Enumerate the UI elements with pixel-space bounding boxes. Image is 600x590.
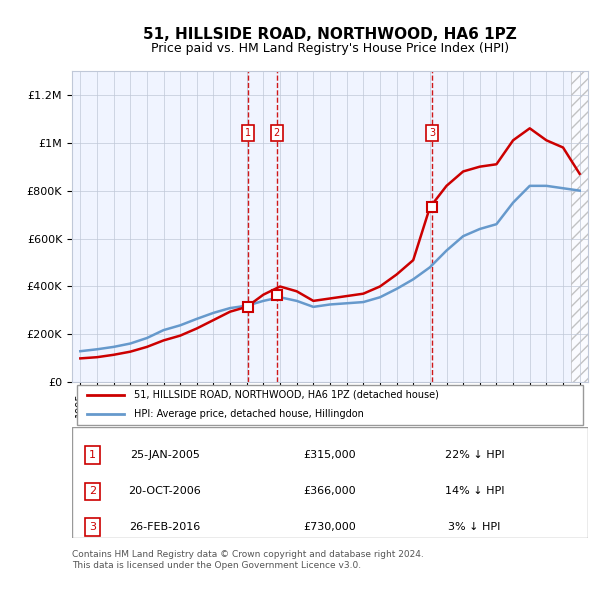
- Text: 26-FEB-2016: 26-FEB-2016: [129, 522, 200, 532]
- Text: 14% ↓ HPI: 14% ↓ HPI: [445, 486, 504, 496]
- Text: 22% ↓ HPI: 22% ↓ HPI: [445, 450, 504, 460]
- Text: 51, HILLSIDE ROAD, NORTHWOOD, HA6 1PZ (detached house): 51, HILLSIDE ROAD, NORTHWOOD, HA6 1PZ (d…: [134, 390, 439, 400]
- Text: 2: 2: [274, 128, 280, 138]
- Text: 3: 3: [89, 522, 96, 532]
- Text: 3: 3: [430, 128, 436, 138]
- Text: 2: 2: [89, 486, 96, 496]
- Text: £366,000: £366,000: [304, 486, 356, 496]
- Text: Contains HM Land Registry data © Crown copyright and database right 2024.
This d: Contains HM Land Registry data © Crown c…: [72, 550, 424, 569]
- FancyBboxPatch shape: [77, 385, 583, 425]
- Polygon shape: [571, 71, 588, 382]
- Text: Price paid vs. HM Land Registry's House Price Index (HPI): Price paid vs. HM Land Registry's House …: [151, 42, 509, 55]
- Text: 3% ↓ HPI: 3% ↓ HPI: [448, 522, 500, 532]
- Text: 1: 1: [245, 128, 251, 138]
- Text: £315,000: £315,000: [304, 450, 356, 460]
- Text: HPI: Average price, detached house, Hillingdon: HPI: Average price, detached house, Hill…: [134, 409, 364, 419]
- Text: 51, HILLSIDE ROAD, NORTHWOOD, HA6 1PZ: 51, HILLSIDE ROAD, NORTHWOOD, HA6 1PZ: [143, 27, 517, 41]
- Text: 1: 1: [89, 450, 96, 460]
- Text: 20-OCT-2006: 20-OCT-2006: [128, 486, 201, 496]
- Text: 25-JAN-2005: 25-JAN-2005: [130, 450, 200, 460]
- Text: £730,000: £730,000: [304, 522, 356, 532]
- FancyBboxPatch shape: [72, 427, 588, 538]
